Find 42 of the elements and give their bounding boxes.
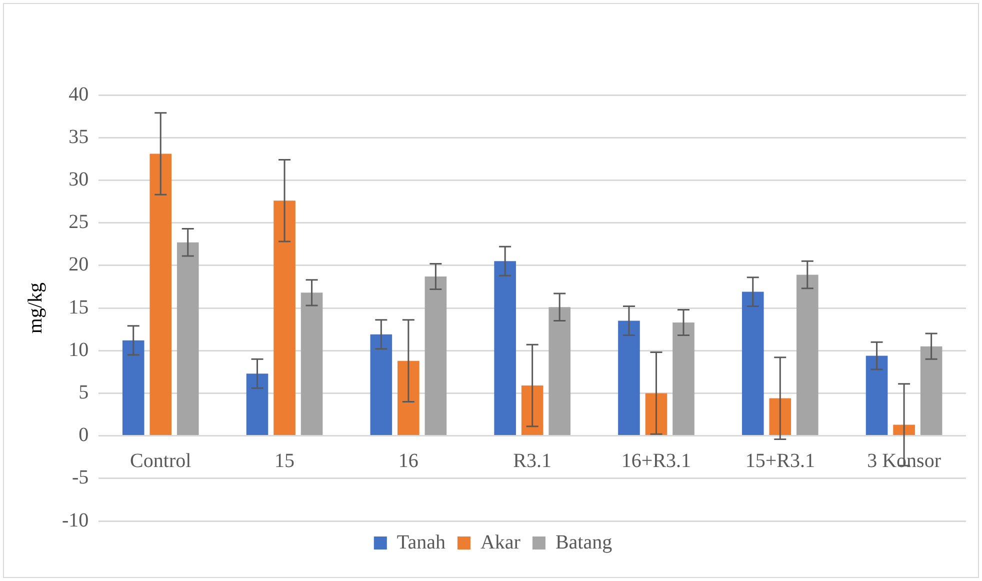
bar bbox=[769, 398, 792, 436]
y-tick-label: 25 bbox=[68, 211, 89, 234]
y-tick-label: -5 bbox=[72, 466, 89, 489]
y-tick-label: 30 bbox=[68, 168, 89, 190]
y-tick-label: 0 bbox=[78, 424, 89, 446]
x-tick-label: 15 bbox=[274, 450, 295, 472]
bar bbox=[274, 200, 296, 436]
y-tick-label: 40 bbox=[68, 83, 89, 106]
x-tick-label: 16+R3.1 bbox=[621, 450, 692, 472]
bar bbox=[150, 154, 172, 436]
bar bbox=[742, 292, 764, 436]
x-tick-label: 16 bbox=[398, 450, 418, 472]
legend-label: Akar bbox=[480, 531, 521, 554]
bar bbox=[893, 424, 915, 436]
bar bbox=[424, 276, 447, 436]
y-tick-label: 5 bbox=[78, 381, 89, 404]
bar bbox=[300, 292, 323, 436]
y-tick-label: 35 bbox=[68, 126, 89, 148]
bar bbox=[796, 274, 818, 436]
bar bbox=[866, 356, 888, 436]
x-tick-label: R3.1 bbox=[513, 450, 552, 472]
bar bbox=[672, 322, 694, 436]
x-tick-label: 15+R3.1 bbox=[745, 450, 815, 472]
bar bbox=[548, 307, 570, 436]
bar bbox=[122, 340, 144, 436]
bar bbox=[398, 360, 420, 436]
bar bbox=[494, 261, 516, 436]
bar bbox=[246, 374, 268, 436]
y-tick-label: 20 bbox=[68, 254, 89, 276]
y-axis-title: mg/kg bbox=[24, 282, 46, 334]
y-tick-label: -10 bbox=[62, 509, 89, 532]
bar bbox=[920, 346, 942, 436]
bar bbox=[176, 242, 199, 436]
bar bbox=[645, 393, 668, 436]
legend-label: Tanah bbox=[396, 531, 446, 554]
x-tick-label: Control bbox=[130, 450, 192, 472]
legend-label: Batang bbox=[555, 531, 612, 554]
y-tick-label: 15 bbox=[68, 296, 89, 318]
y-tick-label: 10 bbox=[68, 338, 89, 361]
bar bbox=[521, 386, 544, 436]
bar bbox=[370, 334, 392, 436]
bar bbox=[618, 320, 640, 436]
